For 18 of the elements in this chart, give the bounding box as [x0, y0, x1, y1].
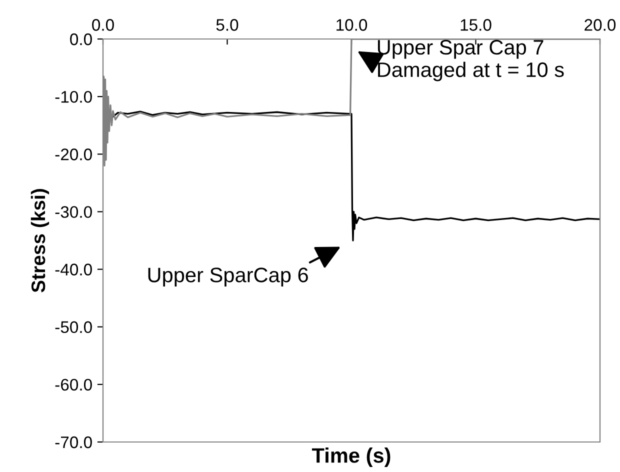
x-tick-label: 0.0	[92, 19, 114, 31]
x-tick-label: 20.0	[584, 19, 616, 31]
y-tick-label: -50.0	[55, 321, 92, 334]
y-tick-label: 0.0	[70, 33, 92, 46]
line-series	[112, 110, 600, 242]
y-tick-label: -60.0	[55, 378, 92, 391]
x-axis-title: Time (s)	[312, 448, 390, 467]
y-tick-label: -70.0	[55, 436, 92, 448]
annotation: Upper SparCap 6	[148, 268, 308, 286]
x-tick-label: 15.0	[460, 19, 492, 31]
x-tick-label: 10.0	[336, 19, 368, 31]
annotation: Upper Spar Cap 7 Damaged at t = 10 s	[378, 40, 564, 82]
y-axis-title: Stress (ksi)	[30, 189, 50, 292]
y-tick-label: -20.0	[55, 148, 92, 160]
y-tick-label: -40.0	[55, 264, 92, 276]
y-tick-label: -10.0	[55, 90, 92, 103]
y-tick-label: -30.0	[55, 206, 92, 218]
x-tick-label: 5.0	[216, 19, 238, 31]
